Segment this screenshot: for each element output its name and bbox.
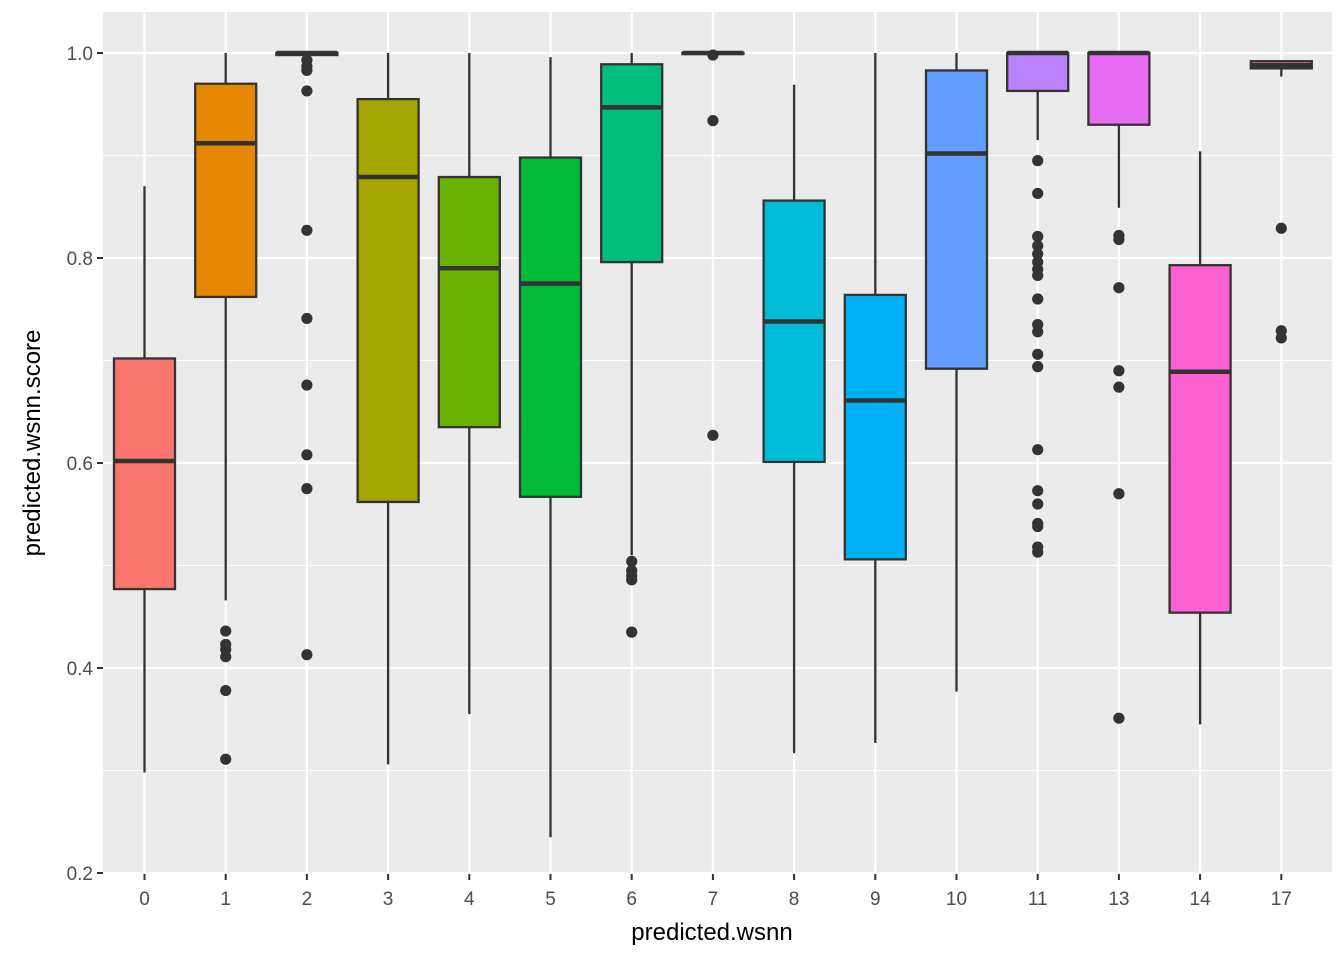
outlier-point — [707, 115, 719, 127]
box-14 — [1168, 151, 1232, 725]
outlier-point — [220, 753, 232, 765]
outlier-point — [301, 224, 313, 236]
box-series — [112, 49, 1313, 838]
box-17 — [1249, 60, 1313, 344]
x-tick-label: 14 — [1190, 889, 1212, 910]
x-tick-label: 17 — [1271, 889, 1292, 910]
box-body — [518, 156, 583, 498]
outlier-point — [1113, 488, 1125, 500]
box-body — [600, 63, 664, 264]
box-body — [1006, 51, 1070, 93]
y-tick-label: 1.0 — [67, 44, 93, 65]
outlier-point — [301, 649, 313, 661]
outlier-point — [1032, 485, 1044, 497]
x-tick-label: 6 — [626, 889, 637, 910]
box-body — [843, 293, 907, 561]
outlier-point — [1032, 520, 1044, 533]
x-tick-label: 9 — [870, 889, 881, 910]
outlier-point — [1032, 326, 1044, 338]
outlier-point — [1113, 365, 1125, 377]
y-axis-title: predicted.wsnn.score — [19, 330, 46, 557]
x-tick-label: 3 — [383, 889, 394, 910]
x-tick-label: 7 — [708, 889, 719, 910]
box-13 — [1087, 50, 1151, 724]
outlier-point — [301, 312, 313, 325]
outlier-point — [626, 626, 638, 638]
outlier-point — [626, 555, 638, 568]
box-2 — [275, 50, 339, 661]
box-10 — [924, 53, 989, 692]
outlier-point — [626, 574, 638, 586]
x-tick-label: 11 — [1028, 889, 1048, 910]
x-tick-label: 1 — [220, 889, 231, 910]
box-1 — [194, 53, 258, 765]
box-11 — [1006, 50, 1070, 558]
box-body — [924, 69, 989, 370]
box-5 — [518, 57, 583, 838]
outlier-point — [301, 64, 313, 77]
outlier-point — [1275, 332, 1287, 344]
x-tick-label: 5 — [545, 889, 556, 910]
outlier-point — [301, 85, 313, 97]
box-7 — [681, 49, 745, 441]
y-tick-label: 0.2 — [67, 864, 93, 885]
x-tick-label: 2 — [302, 889, 313, 910]
outlier-point — [1032, 155, 1044, 167]
x-tick-label: 0 — [139, 889, 150, 910]
outlier-point — [220, 651, 232, 663]
box-9 — [843, 53, 907, 743]
y-tick-label: 0.4 — [67, 659, 94, 680]
outlier-point — [1113, 233, 1125, 246]
outlier-point — [707, 49, 719, 61]
box-body — [194, 82, 258, 299]
outlier-point — [1275, 222, 1287, 234]
outlier-point — [1032, 348, 1044, 360]
outlier-point — [1032, 269, 1044, 282]
outlier-point — [301, 483, 313, 495]
panel-background — [103, 12, 1332, 874]
box-body — [112, 357, 177, 591]
box-body — [1087, 51, 1151, 126]
outlier-point — [1113, 712, 1125, 724]
outlier-point — [707, 429, 719, 441]
outlier-point — [1032, 187, 1044, 200]
x-axis-title: predicted.wsnn — [631, 919, 792, 946]
x-tick-label: 13 — [1108, 889, 1129, 910]
box-body — [1168, 264, 1232, 614]
box-8 — [762, 84, 826, 754]
box-body — [356, 97, 420, 504]
outlier-point — [1113, 381, 1125, 393]
y-tick-label: 0.6 — [67, 454, 93, 475]
box-6 — [600, 53, 664, 638]
box-0 — [112, 186, 177, 773]
box-body — [437, 175, 501, 429]
outlier-point — [301, 449, 313, 461]
outlier-point — [1032, 248, 1044, 260]
outlier-point — [1113, 282, 1125, 294]
outlier-point — [301, 379, 313, 391]
box-4 — [437, 53, 501, 715]
outlier-point — [1032, 293, 1044, 305]
x-tick-label: 4 — [464, 889, 475, 910]
outlier-point — [220, 684, 232, 697]
y-tick-label: 0.8 — [67, 249, 93, 270]
outlier-point — [1032, 546, 1044, 558]
outlier-point — [1032, 230, 1044, 243]
y-axis: 0.2 0.4 0.6 0.8 1.0 — [67, 44, 103, 885]
x-axis: 0 1 2 3 4 5 6 7 8 9 10 11 13 14 17 — [139, 874, 1292, 910]
outlier-point — [1032, 240, 1044, 252]
outlier-point — [220, 625, 232, 637]
box-3 — [356, 53, 420, 765]
outlier-point — [1032, 498, 1044, 510]
outlier-point — [1032, 361, 1044, 373]
x-tick-label: 10 — [946, 889, 967, 910]
outlier-point — [1032, 444, 1044, 456]
box-body — [762, 199, 826, 464]
x-tick-label: 8 — [789, 889, 800, 910]
